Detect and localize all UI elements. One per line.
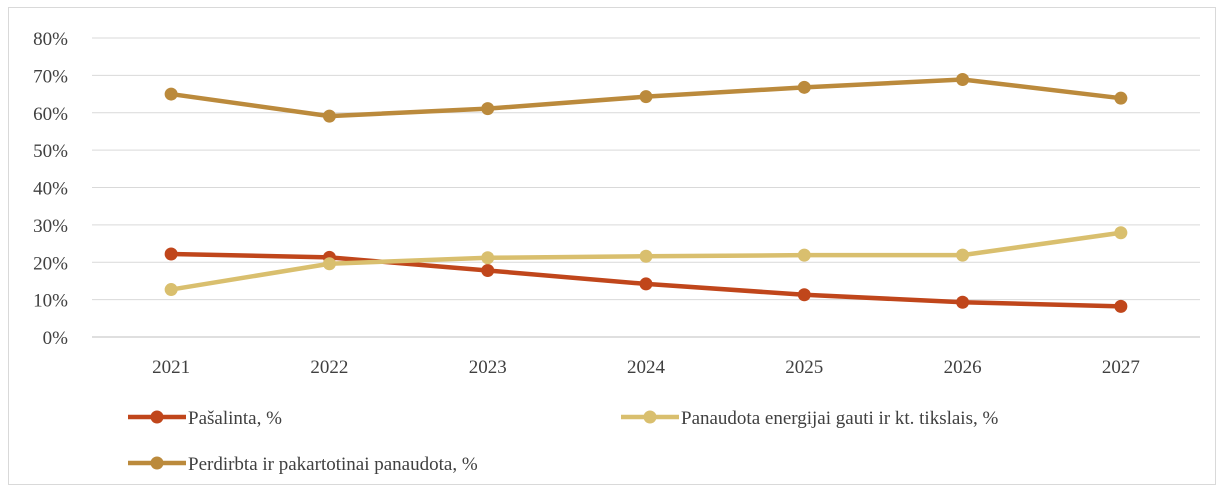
- legend-item-1: Pašalinta, %: [128, 408, 282, 429]
- y-axis: 0% 10% 20% 30% 40% 50% 60% 70% 80%: [33, 29, 68, 349]
- series-3: [164, 72, 1128, 123]
- data-point: [797, 288, 811, 302]
- data-point: [797, 80, 811, 94]
- y-tick-label: 60%: [33, 104, 68, 125]
- data-point: [164, 87, 178, 101]
- data-point: [639, 277, 653, 291]
- y-tick-label: 80%: [33, 29, 68, 50]
- legend-label: Perdirbta ir pakartotinai panaudota, %: [188, 454, 478, 475]
- y-tick-label: 70%: [33, 66, 68, 87]
- legend: Pašalinta, % Panaudota energijai gauti ir…: [128, 408, 998, 475]
- data-point: [956, 72, 970, 86]
- x-tick-label: 2024: [627, 357, 666, 378]
- y-tick-label: 0%: [43, 328, 69, 349]
- y-tick-label: 50%: [33, 141, 68, 162]
- data-point: [956, 248, 970, 262]
- data-point: [481, 102, 495, 116]
- y-tick-label: 40%: [33, 179, 68, 200]
- gridlines: [92, 37, 1200, 338]
- data-point: [797, 248, 811, 262]
- data-point: [164, 283, 178, 297]
- data-point: [956, 295, 970, 309]
- data-point: [322, 109, 336, 123]
- series-group: [164, 72, 1128, 313]
- x-tick-label: 2026: [944, 357, 982, 378]
- data-point: [322, 257, 336, 271]
- x-tick-label: 2027: [1102, 357, 1140, 378]
- legend-label: Pašalinta, %: [188, 408, 282, 429]
- data-point: [1114, 299, 1128, 313]
- data-point: [639, 249, 653, 263]
- x-tick-label: 2021: [152, 357, 190, 378]
- x-axis: 2021 2022 2023 2024 2025 2026 2027: [152, 357, 1140, 378]
- data-point: [481, 251, 495, 265]
- x-tick-label: 2023: [469, 357, 507, 378]
- legend-label: Panaudota energijai gauti ir kt. tikslai…: [681, 408, 998, 429]
- data-point: [1114, 226, 1128, 240]
- series-2: [164, 226, 1128, 297]
- legend-item-2: Panaudota energijai gauti ir kt. tikslai…: [621, 408, 998, 429]
- y-tick-label: 20%: [33, 253, 68, 274]
- data-point: [164, 247, 178, 261]
- x-tick-label: 2022: [310, 357, 348, 378]
- legend-swatch-marker: [643, 410, 657, 424]
- data-point: [481, 263, 495, 277]
- legend-swatch-marker: [150, 410, 164, 424]
- data-point: [639, 90, 653, 104]
- y-tick-label: 30%: [33, 216, 68, 237]
- legend-item-3: Perdirbta ir pakartotinai panaudota, %: [128, 454, 478, 475]
- data-point: [1114, 91, 1128, 105]
- y-tick-label: 10%: [33, 291, 68, 312]
- x-tick-label: 2025: [785, 357, 823, 378]
- legend-swatch-marker: [150, 456, 164, 470]
